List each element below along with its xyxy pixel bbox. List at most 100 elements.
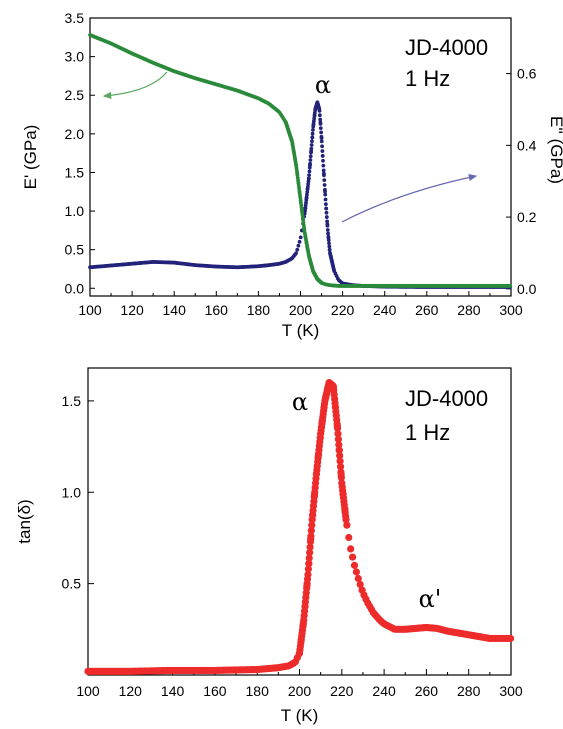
data-point-tan-delta — [350, 561, 359, 569]
data-point-tan-delta — [354, 574, 362, 583]
y-tick-label-left-top: 0.0 — [65, 280, 85, 296]
data-point-loss — [298, 235, 303, 240]
data-point-storage — [508, 284, 513, 288]
data-point-loss — [319, 139, 324, 144]
annotation-peak-alpha-bottom: α — [292, 388, 308, 416]
data-point-loss — [321, 168, 326, 173]
series-tan-delta — [84, 379, 515, 675]
data-point-loss — [317, 113, 322, 118]
data-point-loss — [322, 178, 327, 183]
y-tick-label-left-top: 3.5 — [65, 10, 85, 26]
data-point-loss — [326, 231, 330, 236]
data-point-tan-delta — [308, 521, 316, 529]
data-point-loss — [326, 234, 331, 239]
data-point-loss — [320, 149, 325, 153]
data-point-loss — [307, 165, 312, 170]
arrow-to-left-axis — [102, 71, 168, 99]
data-point-loss — [324, 210, 329, 215]
data-point-tan-delta — [305, 554, 313, 562]
data-point-tan-delta — [342, 516, 350, 524]
data-point-loss — [308, 161, 312, 166]
y-tick-label-bottom: 1.0 — [62, 484, 82, 500]
x-tick-label-top: 180 — [247, 302, 271, 318]
x-axis-title-bottom: T (K) — [281, 706, 318, 725]
arrow-to-right-axis — [341, 173, 478, 223]
annotation-peak-alpha-prime: α' — [419, 585, 442, 613]
data-point-loss — [310, 131, 315, 136]
data-point-tan-delta — [304, 565, 312, 573]
data-point-tan-delta — [306, 538, 315, 546]
data-point-tan-delta — [337, 474, 345, 482]
data-point-loss — [323, 202, 328, 207]
data-point-loss — [306, 176, 311, 181]
data-point-loss — [325, 223, 330, 228]
data-point-tan-delta — [305, 559, 313, 568]
data-point-tan-delta — [356, 580, 364, 589]
x-tick-label-bottom: 100 — [76, 683, 100, 699]
data-point-tan-delta — [352, 568, 360, 576]
y-tick-label-right-top: 0.0 — [517, 281, 537, 297]
y-tick-label-left-top: 0.5 — [65, 242, 85, 258]
data-point-loss — [309, 143, 314, 147]
y-tick-label-bottom: 1.5 — [62, 393, 82, 409]
data-point-tan-delta — [335, 441, 343, 449]
data-point-loss — [321, 158, 325, 163]
data-point-loss — [320, 154, 325, 158]
data-point-loss — [325, 228, 330, 232]
y-tick-label-left-top: 2.5 — [65, 87, 85, 103]
data-point-tan-delta — [347, 545, 355, 553]
data-point-loss — [307, 169, 312, 174]
data-point-tan-delta — [348, 553, 357, 561]
x-tick-label-bottom: 140 — [161, 683, 185, 699]
x-tick-label-bottom: 220 — [330, 683, 354, 699]
data-point-loss — [310, 135, 315, 140]
y-axis-title-left-top: E' (GPa) — [21, 125, 40, 190]
data-point-loss — [308, 154, 313, 159]
x-tick-label-top: 100 — [78, 302, 102, 318]
x-tick-label-bottom: 120 — [119, 683, 143, 699]
data-point-tan-delta — [307, 527, 315, 535]
data-point-loss — [317, 109, 322, 113]
data-point-loss — [297, 239, 302, 244]
x-tick-label-bottom: 260 — [415, 683, 439, 699]
annotation-frequency-bottom: 1 Hz — [405, 420, 450, 445]
data-point-loss — [322, 173, 326, 178]
y-tick-label-left-top: 3.0 — [65, 49, 85, 65]
x-tick-label-bottom: 200 — [288, 683, 312, 699]
x-tick-label-bottom: 300 — [499, 683, 523, 699]
y-tick-label-right-top: 0.6 — [517, 66, 537, 82]
data-point-tan-delta — [506, 634, 515, 643]
data-point-loss — [318, 117, 323, 122]
data-point-tan-delta — [306, 548, 314, 557]
data-point-loss — [321, 163, 326, 168]
data-point-loss — [325, 219, 330, 224]
data-point-loss — [311, 128, 315, 132]
data-point-loss — [318, 126, 323, 131]
data-point-loss — [323, 187, 327, 192]
x-tick-label-top: 300 — [499, 302, 523, 318]
data-point-tan-delta — [304, 570, 312, 579]
data-point-loss — [323, 192, 328, 197]
data-point-tan-delta — [335, 446, 343, 454]
x-tick-label-top: 160 — [205, 302, 229, 318]
x-tick-label-top: 260 — [415, 302, 439, 318]
data-point-tan-delta — [334, 435, 343, 443]
data-point-loss — [308, 158, 313, 162]
y-axis-title-bottom: tan(δ) — [15, 499, 34, 543]
data-point-tan-delta — [336, 463, 345, 471]
data-point-loss — [318, 121, 323, 126]
annotation-frequency-top: 1 Hz — [405, 66, 450, 91]
x-axis-title-top: T (K) — [282, 321, 319, 340]
data-point-tan-delta — [334, 430, 342, 438]
x-tick-label-top: 120 — [120, 302, 144, 318]
data-point-loss — [296, 243, 301, 248]
data-point-loss — [326, 238, 331, 242]
chart-bottom: 100 120 140 160 180 200 220 240 260 280 300 0.5 1.0 1… — [15, 367, 523, 725]
data-point-loss — [307, 173, 312, 178]
data-point-loss — [295, 247, 300, 252]
data-point-storage — [319, 280, 324, 285]
x-tick-label-bottom: 240 — [372, 683, 396, 699]
data-point-tan-delta — [336, 452, 344, 460]
annotation-sample-top: JD-4000 — [405, 35, 488, 60]
